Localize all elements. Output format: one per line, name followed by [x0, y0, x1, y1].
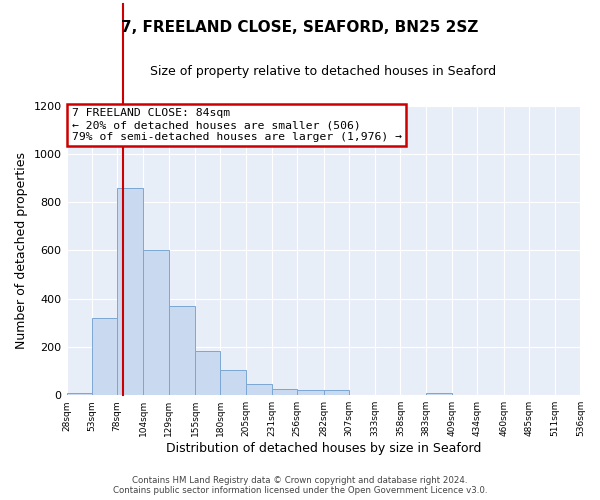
Bar — [245, 384, 272, 395]
Bar — [195, 350, 220, 395]
Title: Size of property relative to detached houses in Seaford: Size of property relative to detached ho… — [151, 65, 497, 78]
Text: 7, FREELAND CLOSE, SEAFORD, BN25 2SZ: 7, FREELAND CLOSE, SEAFORD, BN25 2SZ — [121, 20, 479, 35]
Bar — [323, 390, 349, 395]
Bar — [67, 393, 92, 395]
Bar — [117, 188, 143, 395]
Bar — [220, 370, 245, 395]
Y-axis label: Number of detached properties: Number of detached properties — [15, 152, 28, 349]
Bar — [426, 393, 452, 395]
Text: 7 FREELAND CLOSE: 84sqm
← 20% of detached houses are smaller (506)
79% of semi-d: 7 FREELAND CLOSE: 84sqm ← 20% of detache… — [71, 108, 401, 142]
Bar — [143, 250, 169, 395]
Bar — [92, 318, 117, 395]
Bar — [169, 306, 195, 395]
Bar — [297, 390, 323, 395]
Text: Contains HM Land Registry data © Crown copyright and database right 2024.
Contai: Contains HM Land Registry data © Crown c… — [113, 476, 487, 495]
X-axis label: Distribution of detached houses by size in Seaford: Distribution of detached houses by size … — [166, 442, 481, 455]
Bar — [272, 389, 297, 395]
